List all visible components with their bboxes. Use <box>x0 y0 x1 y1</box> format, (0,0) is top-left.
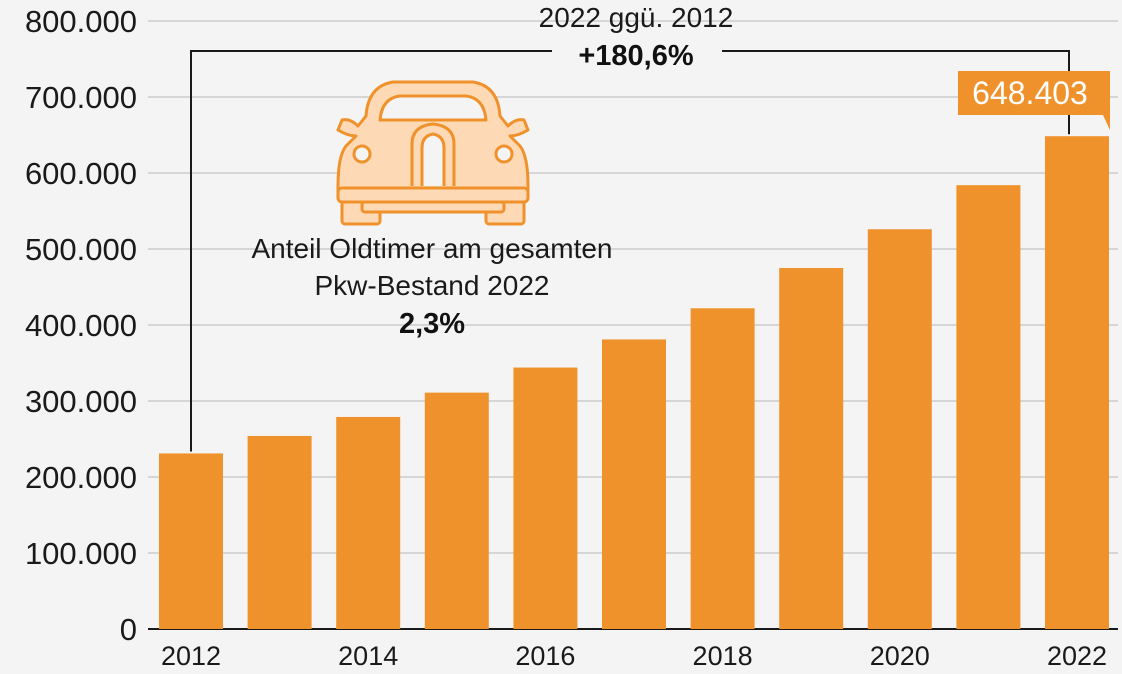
oldtimer-car-icon <box>336 80 530 226</box>
bar-2017 <box>602 339 666 629</box>
bracket-left-line <box>190 50 552 452</box>
y-tick-label: 600.000 <box>25 156 137 191</box>
y-tick-label: 0 <box>120 612 137 647</box>
bar-2018 <box>690 308 755 629</box>
bar-series <box>159 136 1109 630</box>
y-tick-label: 500.000 <box>25 232 137 267</box>
share-label-line1: Anteil Oldtimer am gesamten <box>251 233 612 264</box>
x-tick-label: 2018 <box>693 641 753 671</box>
x-tick-label: 2012 <box>161 641 221 671</box>
y-tick-label: 300.000 <box>25 384 137 419</box>
bar-2012 <box>159 453 223 629</box>
share-value: 2,3% <box>399 308 465 340</box>
y-tick-label: 800.000 <box>25 4 137 39</box>
bar-2019 <box>779 268 844 629</box>
x-axis-tick-labels: 2012 2014 2016 2018 2020 2022 <box>161 641 1107 671</box>
last-value-callout: 648.403 <box>958 71 1110 131</box>
y-tick-label: 400.000 <box>25 308 137 343</box>
bar-2022 <box>1045 136 1109 629</box>
bar-2013 <box>247 435 312 629</box>
bar-2021 <box>956 185 1021 629</box>
comparison-value: +180,6% <box>578 40 694 72</box>
bar-2014 <box>336 416 401 629</box>
x-tick-label: 2016 <box>515 641 575 671</box>
y-tick-label: 200.000 <box>25 460 137 495</box>
x-tick-label: 2022 <box>1047 641 1107 671</box>
comparison-label: 2022 ggü. 2012 <box>539 2 734 33</box>
y-tick-label: 100.000 <box>25 536 137 571</box>
share-label-line2: Pkw-Bestand 2022 <box>314 270 549 301</box>
callout-box <box>958 71 1110 131</box>
bar-2020 <box>867 229 932 630</box>
x-tick-label: 2020 <box>870 641 930 671</box>
callout-value: 648.403 <box>972 75 1088 111</box>
bar-2016 <box>513 367 578 629</box>
bar-2015 <box>424 392 489 629</box>
x-tick-label: 2014 <box>338 641 398 671</box>
y-axis-tick-labels: 0 100.000 200.000 300.000 400.000 500.000 600.… <box>25 4 137 647</box>
y-tick-label: 700.000 <box>25 80 137 115</box>
